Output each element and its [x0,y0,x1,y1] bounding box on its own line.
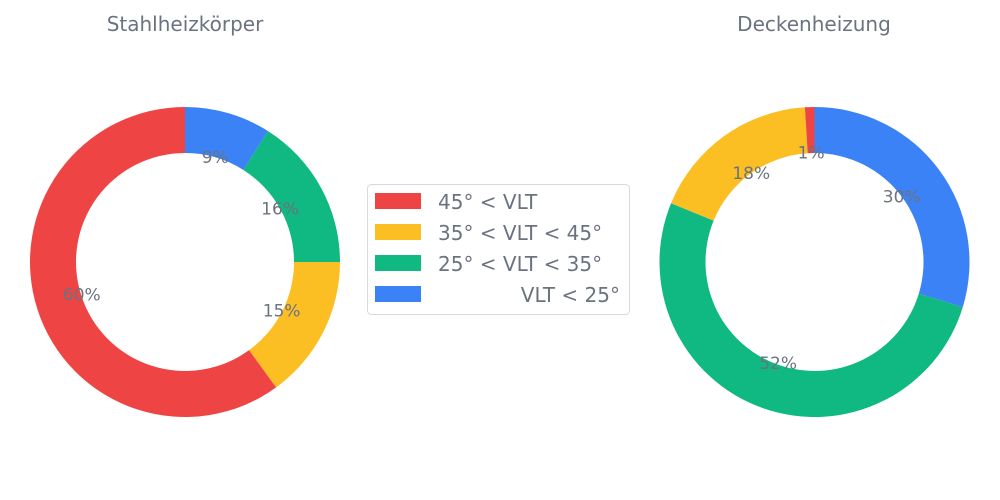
donut-slice-1-3 [804,107,815,154]
slice-label-1-1: 52% [759,354,797,374]
legend-box [367,184,630,315]
chart-title-right: Deckenheizung [737,12,891,36]
donut-slice-0-1 [243,131,340,262]
slice-label-0-0: 9% [202,148,229,168]
chart-title-left: Stahlheizkörper [107,12,264,36]
legend-label-2: 35° < VLT < 45° [438,221,602,245]
slice-label-1-2: 18% [732,164,770,184]
donut-left: 9% 16% 15% 60% [30,107,340,418]
legend: 45° < VLT 35° < VLT < 45° 25° < VLT < 35… [367,184,630,315]
slice-label-0-3: 60% [63,286,101,306]
legend-label-3: 25° < VLT < 35° [438,252,602,276]
donut-slice-1-1 [659,203,963,418]
slice-label-1-0: 30% [883,187,921,207]
donut-slice-1-2 [671,107,808,221]
donut-slice-0-3 [30,107,277,418]
donut-slice-0-0 [185,107,269,170]
donut-right: 30% 52% 18% 1% [659,107,970,418]
slice-label-0-1: 16% [261,200,299,220]
slice-label-0-2: 15% [263,301,301,321]
legend-swatch-1 [375,193,421,209]
legend-swatch-4 [375,286,421,302]
legend-swatch-3 [375,255,421,271]
legend-label-1: 45° < VLT [438,190,538,214]
legend-swatch-2 [375,224,421,240]
donut-slice-0-2 [249,262,340,388]
donut-slice-1-0 [814,107,970,308]
legend-label-4: VLT < 25° [521,283,620,307]
slice-label-1-3: 1% [798,144,825,164]
